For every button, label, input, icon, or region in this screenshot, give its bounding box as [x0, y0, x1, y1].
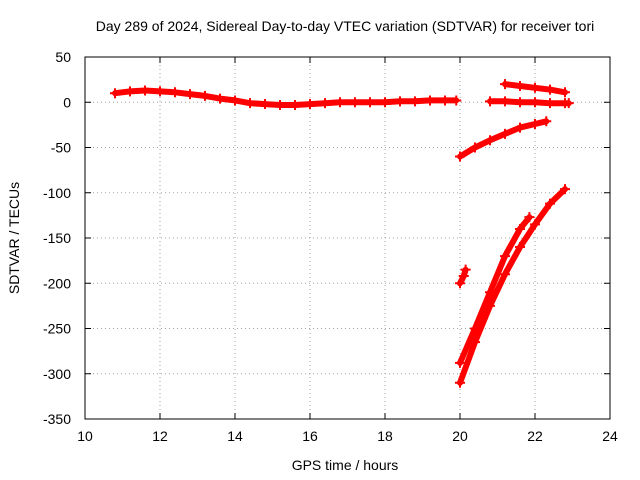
series-line: [457, 214, 533, 366]
data-point: [530, 82, 540, 93]
data-point: [460, 264, 471, 275]
data-point: [530, 118, 540, 129]
y-axis-label: SDTVAR / TECUs: [6, 182, 22, 294]
series-7: [455, 184, 570, 388]
data-point: [365, 97, 375, 108]
data-point: [545, 198, 555, 209]
series-4: [455, 116, 552, 162]
data-point: [515, 122, 525, 133]
data-point: [530, 219, 540, 230]
y-tick-label: -100: [43, 185, 71, 201]
data-point: [451, 95, 462, 106]
series-2: [485, 96, 574, 109]
series-line: [112, 87, 460, 108]
data-point: [155, 86, 165, 97]
y-tick-label: -200: [43, 275, 71, 291]
data-point: [500, 128, 510, 139]
y-tick-label: -350: [43, 411, 71, 427]
axis-ticks: 10 12 14 16 18 20 22 24 50 0 -50 -100 -150 -200 -250 -3…: [43, 49, 618, 444]
data-point: [500, 96, 510, 107]
data-point: [335, 97, 345, 108]
x-tick-label: 14: [227, 428, 243, 444]
data-point: [380, 97, 390, 108]
data-point: [515, 80, 525, 91]
series-3: [500, 79, 570, 98]
data-point: [455, 357, 465, 368]
x-tick-label: 22: [527, 428, 543, 444]
data-point: [320, 98, 330, 109]
chart-title: Day 289 of 2024, Sidereal Day-to-day VTE…: [96, 18, 595, 34]
data-point: [110, 88, 120, 99]
x-tick-label: 10: [77, 428, 93, 444]
data-point: [185, 89, 195, 100]
data-point: [485, 300, 495, 311]
grid: [85, 57, 610, 419]
data-point: [545, 84, 555, 95]
y-tick-label: -150: [43, 230, 71, 246]
data-point: [290, 99, 300, 110]
x-axis-label: GPS time / hours: [292, 457, 399, 473]
data-marks: [110, 79, 574, 388]
x-tick-label: 12: [152, 428, 168, 444]
data-point: [560, 87, 570, 98]
data-point: [440, 95, 450, 106]
data-point: [170, 87, 180, 98]
data-point: [524, 212, 535, 223]
plot-frame: [84, 56, 611, 420]
y-tick-label: -250: [43, 321, 71, 337]
y-tick-label: 50: [55, 49, 71, 65]
data-point: [425, 95, 435, 106]
data-point: [500, 251, 510, 262]
y-tick-label: -300: [43, 366, 71, 382]
data-point: [470, 142, 480, 153]
y-tick-label: -50: [51, 140, 71, 156]
data-point: [260, 99, 270, 110]
data-point: [530, 97, 540, 108]
data-point: [458, 271, 469, 282]
data-point: [515, 242, 525, 253]
data-point: [560, 184, 570, 195]
data-point: [545, 98, 555, 109]
data-point: [395, 96, 405, 107]
data-point: [515, 223, 525, 234]
x-tick-label: 20: [452, 428, 468, 444]
y-tick-label: 0: [63, 94, 71, 110]
data-point: [563, 98, 574, 109]
series-line: [457, 118, 550, 160]
x-tick-label: 24: [602, 428, 618, 444]
x-tick-label: 16: [302, 428, 318, 444]
data-point: [455, 377, 465, 388]
data-point: [275, 99, 285, 110]
data-point: [230, 95, 240, 106]
data-point: [541, 116, 552, 127]
data-point: [350, 97, 360, 108]
data-point: [470, 337, 480, 348]
series-1: [110, 85, 462, 110]
series-5: [455, 264, 471, 289]
data-point: [485, 135, 495, 146]
data-point: [140, 85, 150, 96]
data-point: [485, 96, 495, 107]
data-point: [245, 98, 255, 109]
series-line: [457, 186, 568, 386]
data-point: [410, 96, 420, 107]
data-point: [125, 86, 135, 97]
data-point: [200, 90, 210, 101]
x-tick-label: 18: [377, 428, 393, 444]
data-point: [500, 79, 510, 90]
data-point: [455, 278, 465, 289]
data-point: [500, 269, 510, 280]
data-point: [455, 151, 465, 162]
data-point: [215, 93, 225, 104]
data-point: [515, 97, 525, 108]
data-point: [305, 99, 315, 110]
